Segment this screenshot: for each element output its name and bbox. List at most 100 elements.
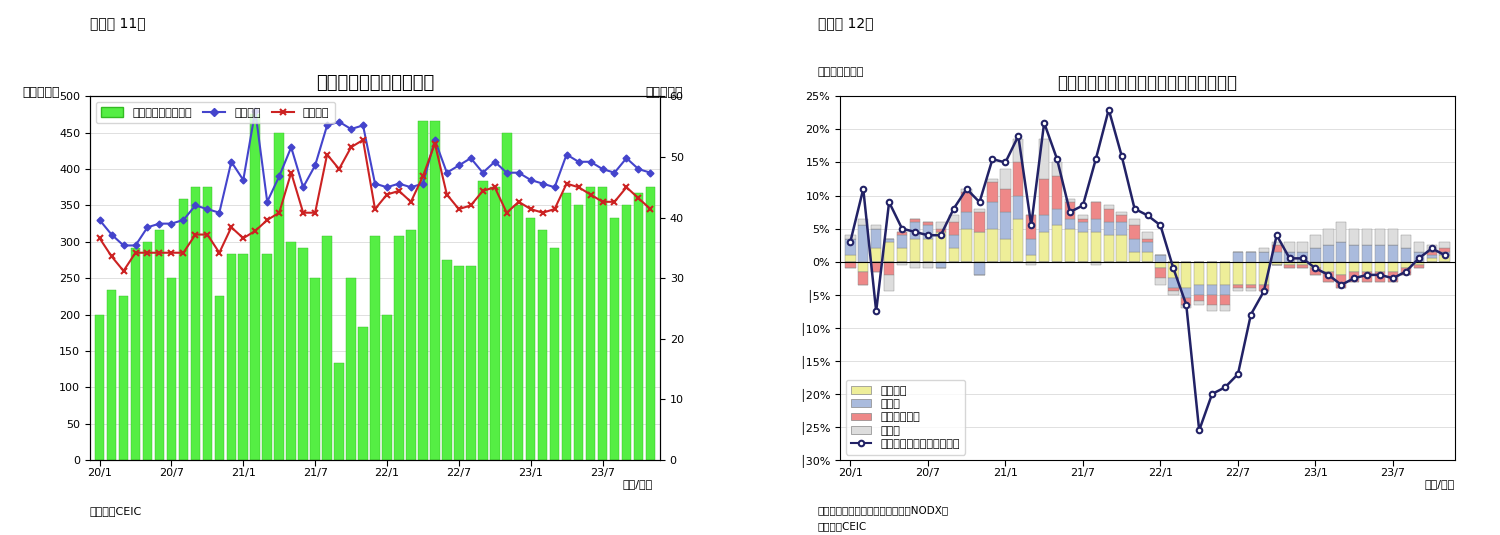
- Bar: [962, 189, 972, 192]
- Bar: [948, 216, 958, 222]
- Bar: [1155, 255, 1166, 262]
- Bar: [1155, 268, 1166, 278]
- Bar: [987, 228, 998, 262]
- Bar: [962, 228, 972, 262]
- Text: （図表 12）: （図表 12）: [818, 16, 873, 30]
- Bar: [1052, 225, 1062, 262]
- Bar: [1388, 262, 1398, 272]
- Bar: [550, 248, 560, 460]
- Bar: [1311, 262, 1320, 268]
- Bar: [1168, 292, 1179, 295]
- Bar: [897, 248, 908, 262]
- Bar: [871, 262, 882, 272]
- Bar: [1245, 252, 1256, 262]
- Bar: [936, 228, 946, 232]
- Bar: [1336, 275, 1347, 288]
- Bar: [1426, 252, 1437, 255]
- 非石油輸出（再輸出除く）: [1035, 119, 1053, 126]
- 非石油輸出（再輸出除く）: [1113, 152, 1131, 159]
- Bar: [948, 248, 958, 262]
- Bar: [844, 255, 855, 262]
- Bar: [871, 228, 882, 248]
- Bar: [871, 225, 882, 228]
- Bar: [1168, 288, 1179, 292]
- Bar: [1077, 232, 1088, 262]
- Bar: [106, 291, 117, 460]
- 非石油輸出（再輸出除く）: [1138, 212, 1156, 219]
- Bar: [1220, 304, 1230, 311]
- Bar: [1258, 262, 1269, 285]
- Bar: [358, 327, 368, 460]
- Bar: [442, 260, 452, 460]
- 非石油輸出（再輸出除く）: [1178, 301, 1196, 308]
- Bar: [406, 230, 416, 460]
- Bar: [1194, 295, 1204, 301]
- Bar: [1077, 219, 1088, 222]
- 非石油輸出（再輸出除く）: [1410, 255, 1428, 262]
- Bar: [1040, 139, 1050, 179]
- 非石油輸出（再輸出除く）: [1228, 371, 1246, 377]
- Bar: [430, 120, 439, 460]
- Bar: [1376, 245, 1384, 262]
- Bar: [1180, 304, 1191, 308]
- Bar: [334, 363, 344, 460]
- 非石油輸出（再輸出除く）: [1022, 222, 1040, 228]
- Bar: [1143, 242, 1152, 252]
- Bar: [1362, 262, 1372, 272]
- Text: （億ドル）: （億ドル）: [22, 86, 60, 100]
- Bar: [609, 218, 619, 460]
- 非石油輸出（再輸出除く）: [1332, 281, 1350, 288]
- Bar: [238, 254, 248, 460]
- Bar: [1388, 272, 1398, 281]
- 非石油輸出（再輸出除く）: [920, 232, 938, 239]
- Text: （年/月）: （年/月）: [1425, 479, 1455, 489]
- Bar: [1065, 199, 1076, 202]
- Bar: [1440, 255, 1450, 262]
- Bar: [166, 278, 176, 460]
- Bar: [1220, 295, 1230, 304]
- 非石油輸出（再輸出除く）: [1164, 265, 1182, 271]
- Bar: [1233, 262, 1244, 285]
- Bar: [858, 219, 868, 225]
- Bar: [1052, 209, 1062, 225]
- Bar: [1348, 272, 1359, 281]
- Bar: [1026, 239, 1036, 255]
- 非石油輸出（再輸出除く）: [996, 159, 1014, 166]
- Bar: [844, 262, 855, 268]
- Bar: [1168, 278, 1179, 288]
- Bar: [1065, 202, 1076, 219]
- Bar: [858, 272, 868, 285]
- Bar: [1077, 216, 1088, 219]
- Bar: [1090, 232, 1101, 262]
- Text: （前年同期比）: （前年同期比）: [818, 67, 864, 77]
- Bar: [1401, 248, 1411, 262]
- Text: （年/月）: （年/月）: [622, 479, 652, 489]
- Bar: [1130, 252, 1140, 262]
- Bar: [1298, 265, 1308, 268]
- 非石油輸出（再輸出除く）: [1384, 275, 1402, 281]
- Bar: [1413, 262, 1424, 265]
- 非石油輸出（再輸出除く）: [1396, 269, 1414, 275]
- Bar: [871, 248, 882, 262]
- Bar: [597, 187, 608, 460]
- Bar: [910, 239, 920, 262]
- Bar: [1272, 245, 1282, 252]
- Bar: [936, 222, 946, 228]
- Bar: [858, 225, 868, 262]
- Title: シンガポール　貿易収支: シンガポール 貿易収支: [316, 74, 434, 92]
- Bar: [1233, 288, 1244, 292]
- Bar: [526, 218, 536, 460]
- Bar: [1348, 245, 1359, 262]
- Bar: [1090, 262, 1101, 265]
- Bar: [1323, 228, 1334, 245]
- 非石油輸出（再輸出除く）: [1371, 272, 1389, 278]
- Bar: [1388, 228, 1398, 245]
- 非石油輸出（再輸出除く）: [1203, 391, 1221, 397]
- Bar: [897, 262, 908, 265]
- 非石油輸出（再輸出除く）: [855, 186, 873, 192]
- Bar: [1413, 242, 1424, 252]
- 非石油輸出（再輸出除く）: [892, 225, 910, 232]
- Bar: [1104, 205, 1114, 209]
- Bar: [1104, 235, 1114, 262]
- Bar: [1194, 285, 1204, 295]
